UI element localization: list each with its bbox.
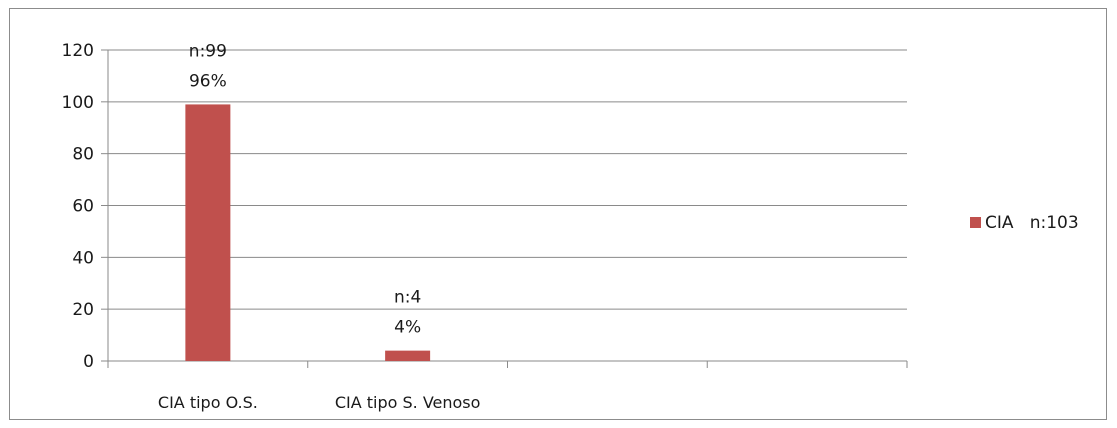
data-label-1-1: 4% bbox=[394, 318, 421, 338]
legend-label-cia: CIA n:103 bbox=[985, 213, 1079, 233]
y-tick-label-100: 100 bbox=[62, 93, 94, 113]
gridlines bbox=[108, 49, 907, 310]
data-label-0-1: 96% bbox=[189, 71, 227, 91]
bar-1 bbox=[385, 350, 431, 361]
legend: CIA n:103 bbox=[970, 213, 1079, 233]
y-tick-label-80: 80 bbox=[72, 145, 94, 165]
y-tick-label-40: 40 bbox=[72, 248, 94, 268]
bar-0 bbox=[185, 104, 231, 362]
x-tick-label-1: CIA tipo S. Venoso bbox=[335, 393, 481, 412]
y-tick-label-20: 20 bbox=[72, 300, 94, 320]
bars bbox=[185, 104, 431, 362]
y-tick-label-0: 0 bbox=[83, 352, 94, 372]
data-label-0-0: n:99 bbox=[189, 41, 227, 61]
data-label-1-0: n:4 bbox=[394, 288, 421, 308]
x-tick-label-0: CIA tipo O.S. bbox=[158, 393, 258, 412]
legend-swatch-cia bbox=[970, 217, 981, 228]
y-tick-label-60: 60 bbox=[72, 197, 94, 217]
axes: 0 20 40 60 80 100 120 CIA tipo O.S. CIA tipo S. … bbox=[62, 41, 908, 412]
data-labels: n:99 96% n:4 4% bbox=[189, 41, 421, 337]
y-tick-label-120: 120 bbox=[62, 41, 94, 61]
